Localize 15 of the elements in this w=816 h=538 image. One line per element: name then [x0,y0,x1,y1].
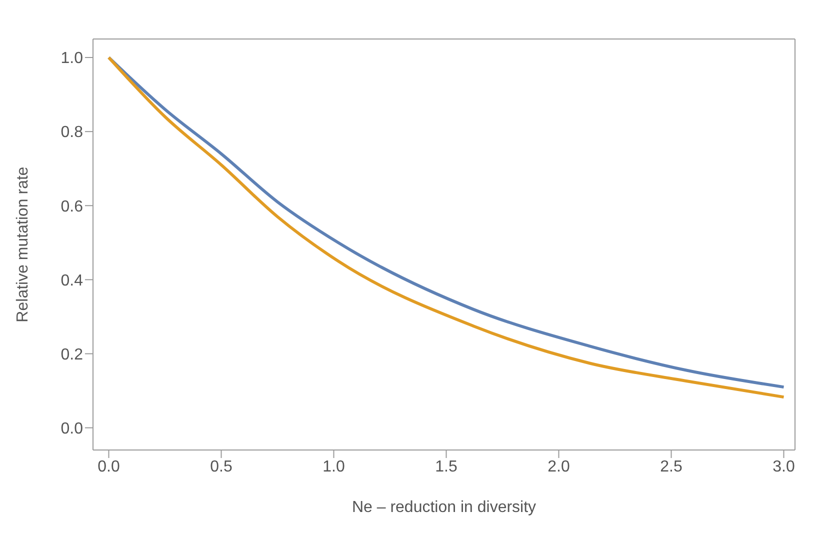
y-tick-label: 0.8 [60,124,84,142]
x-tick-label: 3.0 [772,458,795,476]
x-tick-label: 2.0 [548,458,570,476]
y-tick-label: 0.6 [60,198,84,216]
y-tick-label: 0.4 [60,272,84,290]
x-tick-label: 1.0 [322,458,345,476]
x-tick-label: 0.0 [98,458,120,476]
y-tick-label: 1.0 [60,50,84,68]
x-axis-title: Ne – reduction in diversity [352,499,536,516]
x-tick-label: 0.5 [210,458,232,476]
x-tick-label: 1.5 [435,458,458,476]
y-axis-title: Relative mutation rate [14,166,32,322]
x-tick-label: 2.5 [660,458,682,476]
y-tick-label: 0.2 [60,346,84,364]
y-tick-label: 0.0 [60,420,84,438]
